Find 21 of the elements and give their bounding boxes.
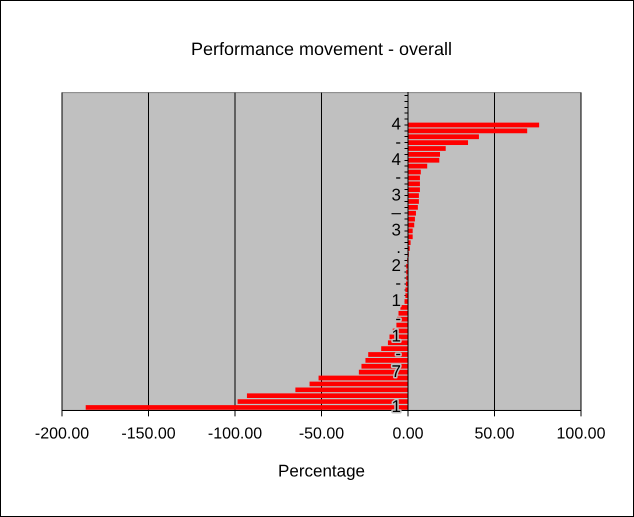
x-tick-label: 100.00: [556, 425, 606, 442]
y-tick-label: -: [395, 132, 401, 152]
y-tick-label: -: [395, 344, 401, 364]
y-tick-label: -: [395, 274, 401, 293]
x-tick-label: -100.00: [208, 425, 262, 442]
x-tick-label: -150.00: [121, 425, 176, 442]
y-tick-label: .: [396, 238, 401, 258]
y-tick-label: -: [395, 168, 401, 187]
y-tick-label: –: [392, 202, 402, 222]
x-axis-title: Percentage: [278, 461, 365, 480]
y-tick-label: 1: [392, 291, 401, 310]
y-tick-label: 4: [392, 150, 401, 169]
x-tick-label: 50.00: [474, 425, 515, 442]
x-tick-label: -50.00: [298, 425, 344, 442]
y-tick-label: 3: [392, 220, 401, 240]
y-tick-label: 3: [392, 185, 401, 204]
y-tick-label: 2: [392, 256, 401, 275]
x-tick-label: -200.00: [34, 425, 90, 442]
x-tick-label: 0.00: [392, 425, 424, 442]
chart-title: Performance movement - overall: [190, 38, 452, 59]
y-tick-label: 4: [392, 114, 401, 134]
